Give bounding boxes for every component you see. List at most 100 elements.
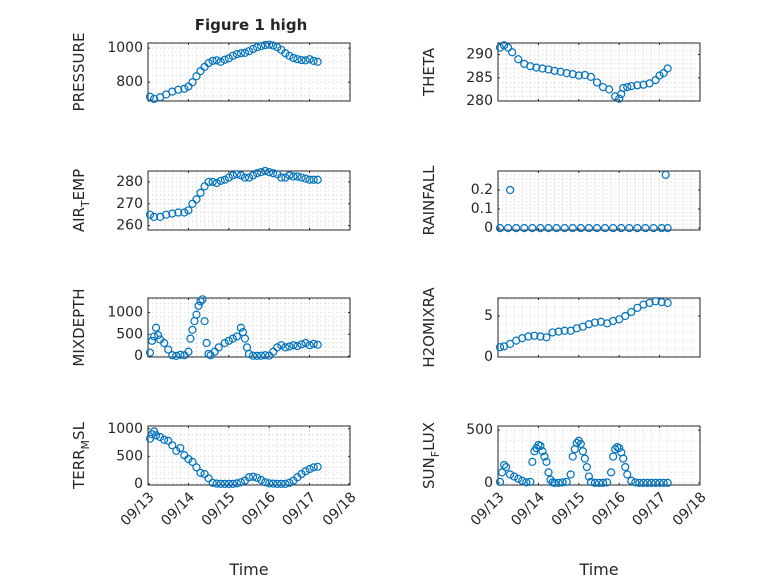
data-point — [196, 468, 205, 477]
data-series — [495, 297, 672, 352]
y-axis-label: MIXDEPTH — [70, 288, 88, 366]
data-point — [208, 478, 217, 487]
data-point — [192, 463, 201, 472]
data-point — [145, 434, 155, 443]
data-point — [508, 48, 517, 57]
y-axis-label: THETA — [420, 47, 438, 97]
data-point — [172, 446, 181, 455]
data-point — [208, 56, 217, 66]
data-point — [499, 41, 509, 50]
data-point — [536, 223, 545, 233]
data-point — [604, 85, 614, 94]
data-point — [285, 342, 294, 351]
grid — [147, 298, 350, 357]
data-series — [495, 170, 672, 233]
y-axis-label: RAINFALL — [420, 165, 438, 236]
data-point — [627, 82, 636, 91]
data-point — [625, 223, 634, 233]
data-point — [506, 339, 515, 348]
data-point — [510, 472, 519, 481]
y-tick-label: 500 — [116, 326, 143, 342]
data-point — [659, 69, 668, 78]
data-point — [643, 478, 652, 487]
data-point — [538, 64, 547, 73]
data-point — [145, 210, 155, 219]
data-point — [212, 56, 221, 65]
data-point — [514, 474, 523, 483]
data-point — [313, 57, 322, 66]
data-point — [188, 457, 197, 466]
data-point — [248, 171, 258, 180]
plot-area — [147, 42, 351, 102]
data-point — [542, 457, 551, 466]
data-point — [562, 477, 571, 486]
data-point — [562, 69, 571, 78]
x-tick-label: 09/13 — [468, 489, 508, 529]
x-tick-label: 09/17 — [279, 489, 319, 529]
data-point — [281, 479, 290, 488]
data-point — [663, 298, 672, 308]
data-point — [240, 48, 250, 57]
data-point — [196, 188, 205, 197]
subplot-4: 0 0.1 0.2 RAINFALL — [420, 165, 701, 236]
data-point — [244, 349, 254, 359]
data-point — [568, 69, 577, 79]
data-point — [297, 173, 306, 182]
grid — [147, 171, 350, 231]
data-point — [174, 85, 183, 94]
data-point — [277, 173, 286, 182]
data-point — [305, 341, 314, 350]
data-point — [285, 51, 294, 60]
x-tick-label: 09/18 — [320, 489, 360, 529]
data-point — [657, 297, 666, 307]
y-tick-label: 0 — [484, 475, 493, 491]
data-point — [506, 470, 515, 479]
y-tick-label: 0 — [484, 349, 493, 365]
data-point — [663, 223, 672, 233]
data-point — [615, 94, 624, 103]
y-tick-label: 1000 — [107, 304, 143, 320]
plot-area — [497, 297, 701, 358]
data-point — [293, 341, 302, 351]
data-point — [216, 176, 225, 185]
data-point — [196, 297, 205, 306]
data-point — [184, 454, 193, 464]
data-point — [592, 223, 602, 233]
data-point — [600, 223, 610, 233]
data-point — [633, 223, 642, 233]
subplot-8: 09/13 09/14 09/15 09/16 09/17 09/18 0 500 SUNFLU… — [420, 422, 710, 579]
data-point — [609, 316, 618, 326]
data-point — [285, 171, 294, 180]
data-point — [160, 435, 169, 444]
data-point — [273, 343, 282, 352]
data-point — [663, 64, 672, 73]
data-point — [176, 350, 185, 359]
data-point — [269, 347, 278, 356]
data-point — [520, 223, 529, 233]
data-point — [649, 223, 658, 233]
data-point — [265, 167, 274, 177]
data-point — [261, 478, 270, 487]
data-point — [257, 41, 266, 51]
data-point — [506, 185, 515, 195]
data-point — [261, 351, 270, 360]
data-point — [495, 477, 505, 486]
data-point — [156, 432, 165, 442]
data-point — [645, 298, 654, 308]
data-point — [184, 206, 193, 215]
y-tick-label: 0.2 — [471, 182, 493, 198]
data-point — [232, 479, 241, 488]
x-tick-label: 09/16 — [239, 489, 279, 529]
data-point — [216, 57, 225, 66]
x-tick-label: 09/17 — [629, 489, 669, 529]
data-point — [309, 175, 318, 184]
data-point — [647, 478, 656, 487]
data-point — [635, 478, 644, 487]
data-point — [568, 223, 577, 233]
data-point — [313, 340, 322, 349]
data-point — [200, 317, 209, 326]
data-series — [145, 427, 322, 488]
data-point — [289, 53, 298, 63]
data-point — [244, 47, 254, 56]
